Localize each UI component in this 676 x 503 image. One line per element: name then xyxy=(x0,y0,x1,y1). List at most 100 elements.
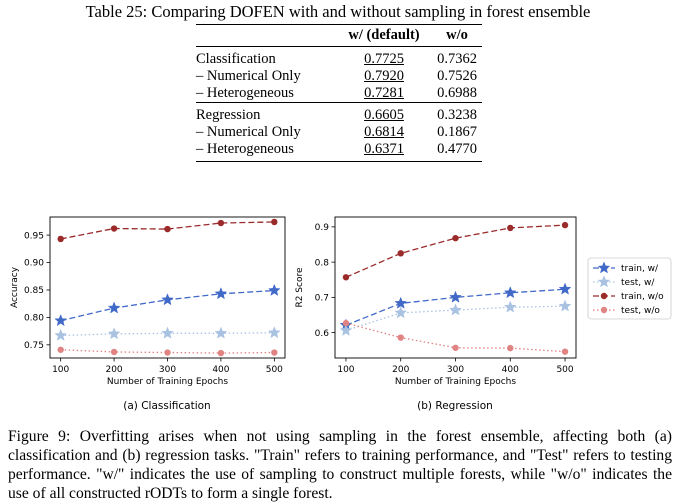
legend-box xyxy=(587,257,672,320)
chart-subtitle: (a) Classification xyxy=(123,400,210,412)
data-point-train-w xyxy=(558,282,572,295)
value-without: 0.7362 xyxy=(432,46,482,68)
data-point-test-w xyxy=(214,326,228,339)
legend-marker xyxy=(600,292,608,300)
table-caption: Table 25: Comparing DOFEN with and witho… xyxy=(85,2,591,21)
series-line-train-w-o xyxy=(60,221,275,240)
x-tick-label: 500 xyxy=(266,365,283,375)
header-with-default: w/ (default) xyxy=(336,24,432,47)
x-tick-label: 100 xyxy=(337,365,354,375)
data-point-test-w xyxy=(161,326,174,339)
data-point-train-w xyxy=(161,293,174,306)
value-with: 0.7920 xyxy=(364,68,404,84)
value-without: 0.6988 xyxy=(437,85,477,101)
data-point-test-w xyxy=(107,327,121,340)
data-point-train-w-o xyxy=(452,234,459,242)
x-axis-label: Number of Training Epochs xyxy=(395,377,516,387)
y-axis-label: Accuracy xyxy=(10,266,20,308)
y-tick-label: 0.75 xyxy=(24,341,44,351)
x-axis-label: Number of Training Epochs xyxy=(107,377,228,387)
table-row: Classification 0.7725 0.7362 xyxy=(196,46,482,68)
plot-frame xyxy=(49,216,286,359)
x-tick-label: 200 xyxy=(105,365,122,375)
data-point-test-w-o xyxy=(507,344,514,352)
row-label: Regression xyxy=(196,102,336,124)
x-tick-label: 100 xyxy=(52,365,69,375)
data-point-train-w xyxy=(54,314,68,327)
data-point-train-w xyxy=(394,296,408,309)
y-tick-label: 0.80 xyxy=(24,314,44,324)
table-row: – Numerical Only 0.7920 0.7526 xyxy=(196,68,482,85)
value-with: 0.6814 xyxy=(364,124,404,140)
data-point-test-w-o xyxy=(57,346,64,353)
x-tick-label: 300 xyxy=(447,365,464,375)
data-point-test-w-o xyxy=(271,349,278,356)
legend-label: train, w/ xyxy=(621,264,659,274)
row-label: – Heterogeneous xyxy=(196,141,336,162)
data-point-test-w-o xyxy=(217,349,225,357)
y-tick-label: 0.9 xyxy=(315,223,330,233)
table-row: – Heterogeneous 0.6371 0.4770 xyxy=(196,141,482,162)
legend-marker xyxy=(600,306,608,314)
legend-marker xyxy=(597,275,611,288)
data-point-test-w xyxy=(558,299,572,312)
table-header-row: w/ (default) w/o xyxy=(196,24,482,47)
data-point-test-w xyxy=(339,323,353,336)
data-point-test-w-o xyxy=(110,348,118,356)
header-without: w/o xyxy=(432,24,482,47)
table-row: – Numerical Only 0.6814 0.1867 xyxy=(196,124,482,141)
table-row: – Heterogeneous 0.7281 0.6988 xyxy=(196,85,482,103)
data-point-test-w xyxy=(503,300,517,313)
results-table: w/ (default) w/o Classification 0.7725 0… xyxy=(196,24,482,162)
data-point-test-w-o xyxy=(452,344,459,351)
data-point-train-w-o xyxy=(507,224,514,232)
legend-label: test, w/ xyxy=(621,278,655,288)
chart-legend: train, w/test, w/train, w/o test, w/o xyxy=(587,257,672,320)
data-point-test-w-o xyxy=(561,348,569,355)
data-point-train-w-o xyxy=(342,274,350,281)
figure-9-charts: 100 200 300 400 500 0.75 0.80 0.85 0.90 0.95 Numbe… xyxy=(10,216,672,412)
data-point-train-w-o xyxy=(110,225,118,232)
data-point-train-w-o xyxy=(57,235,64,243)
data-point-test-w xyxy=(54,328,68,341)
y-axis-label: R2 Score xyxy=(295,267,305,308)
data-point-test-w xyxy=(449,303,462,316)
data-point-test-w xyxy=(394,306,408,319)
data-point-train-w xyxy=(503,286,517,299)
row-label: – Heterogeneous xyxy=(196,85,294,101)
data-point-test-w-o xyxy=(342,319,350,327)
legend-label: train, w/o xyxy=(621,292,664,302)
value-with: 0.6605 xyxy=(336,102,432,124)
chart-subtitle: (b) Regression xyxy=(417,400,493,412)
value-without: 0.1867 xyxy=(437,124,477,140)
legend-label: test, w/o xyxy=(621,306,660,316)
row-label: – Numerical Only xyxy=(196,124,301,140)
chart-classification: 100 200 300 400 500 0.75 0.80 0.85 0.90 0.95 Numbe… xyxy=(10,216,286,412)
value-with: 0.7725 xyxy=(336,46,432,68)
data-point-train-w xyxy=(449,290,462,303)
data-point-train-w-o xyxy=(561,221,569,229)
chart-regression: 100 200 300 400 500 0.6 0.7 0.8 0.9 Number of Tra… xyxy=(295,216,577,412)
value-without: 0.4770 xyxy=(432,141,482,162)
data-point-train-w xyxy=(267,283,281,296)
row-label: Classification xyxy=(196,46,336,68)
data-point-test-w-o xyxy=(397,334,404,341)
data-point-train-w-o xyxy=(397,250,404,257)
header-empty-cell xyxy=(196,24,336,47)
series-line-train-w-o xyxy=(345,224,566,278)
x-tick-label: 400 xyxy=(502,365,519,375)
y-tick-label: 0.8 xyxy=(315,258,330,268)
x-tick-label: 500 xyxy=(556,365,573,375)
value-with: 0.7281 xyxy=(364,85,404,101)
y-tick-label: 0.7 xyxy=(315,294,329,304)
row-label: – Numerical Only xyxy=(196,68,301,84)
table-row: Regression 0.6605 0.3238 xyxy=(196,102,482,124)
x-tick-label: 300 xyxy=(159,365,176,375)
data-point-train-w xyxy=(214,287,228,300)
value-without: 0.7526 xyxy=(437,68,477,84)
data-point-train-w-o xyxy=(217,219,225,227)
y-tick-label: 0.90 xyxy=(24,259,44,269)
series-line-train-w xyxy=(345,288,566,326)
legend-marker xyxy=(597,261,611,274)
value-with: 0.6371 xyxy=(336,141,432,162)
